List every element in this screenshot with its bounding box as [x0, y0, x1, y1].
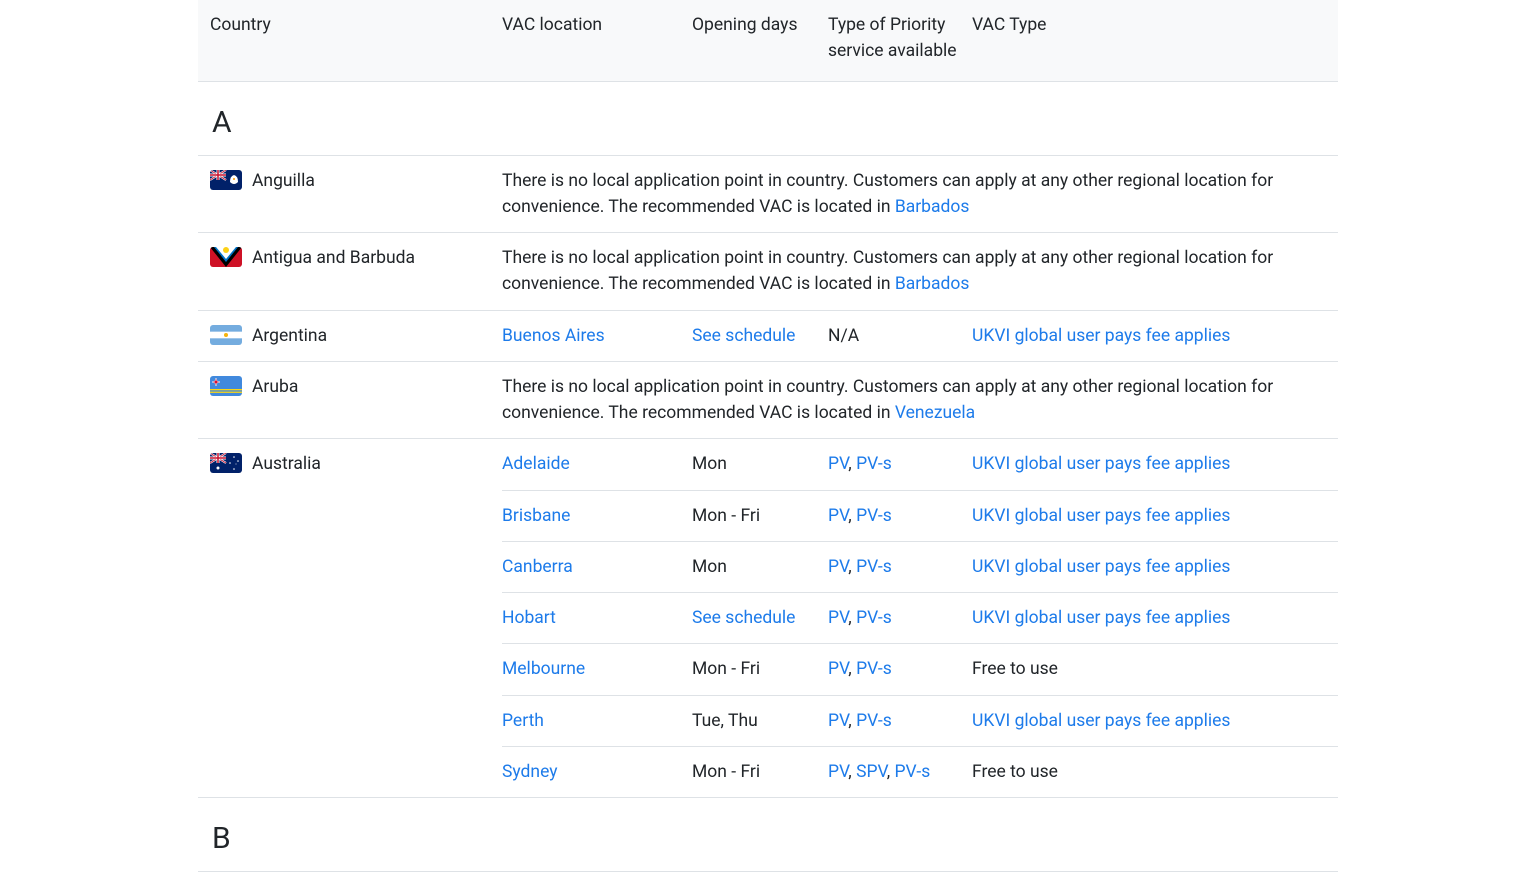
vac-type-link[interactable]: UKVI global user pays fee applies — [972, 711, 1230, 731]
row-message: There is no local application point in c… — [502, 245, 1338, 298]
opening-days: Mon - Fri — [692, 506, 760, 526]
separator: , — [848, 454, 856, 474]
priority-link[interactable]: PV — [828, 454, 848, 474]
separator: , — [887, 762, 895, 782]
vac-table-container: Country VAC location Opening days Type o… — [188, 0, 1348, 872]
vac-location-link[interactable]: Perth — [502, 711, 544, 731]
flag-argentina-icon — [210, 325, 242, 345]
vac-type-text: Free to use — [972, 659, 1058, 679]
column-header-type: VAC Type — [972, 12, 1338, 65]
separator: , — [848, 711, 856, 731]
priority-link[interactable]: PV — [828, 608, 848, 628]
row-message: There is no local application point in c… — [502, 168, 1338, 221]
column-header-days: Opening days — [692, 12, 828, 65]
row-message: There is no local application point in c… — [502, 374, 1338, 427]
location-row: Melbourne Mon - Fri PV, PV-s Free to use — [502, 644, 1338, 695]
no-local-text: There is no local application point in c… — [502, 248, 1273, 294]
location-row: Adelaide Mon PV, PV-s UKVI global user p… — [502, 451, 1338, 490]
priority-link[interactable]: PV-s — [895, 762, 931, 782]
priority-link[interactable]: PV — [828, 762, 848, 782]
country-cell: Argentina — [198, 323, 502, 349]
vac-location-link[interactable]: Buenos Aires — [502, 326, 605, 346]
column-header-country: Country — [198, 12, 502, 65]
sub-rows: Adelaide Mon PV, PV-s UKVI global user p… — [502, 451, 1338, 785]
opening-days: Mon — [692, 454, 727, 474]
column-header-location: VAC location — [502, 12, 692, 65]
separator: , — [848, 659, 856, 679]
recommended-vac-link[interactable]: Venezuela — [895, 403, 975, 423]
vac-location-link[interactable]: Canberra — [502, 557, 573, 577]
flag-aruba-icon — [210, 376, 242, 396]
vac-location-link[interactable]: Hobart — [502, 608, 556, 628]
location-row: Perth Tue, Thu PV, PV-s UKVI global user… — [502, 696, 1338, 747]
priority-link[interactable]: PV — [828, 659, 848, 679]
location-row: Buenos Aires See schedule N/A UKVI globa… — [502, 323, 1338, 349]
priority-link[interactable]: PV — [828, 557, 848, 577]
no-local-text: There is no local application point in c… — [502, 377, 1273, 423]
schedule-link[interactable]: See schedule — [692, 608, 795, 628]
country-cell: Aruba — [198, 374, 502, 400]
country-cell: Anguilla — [198, 168, 502, 194]
vac-type-link[interactable]: UKVI global user pays fee applies — [972, 454, 1230, 474]
priority-text: N/A — [828, 326, 859, 346]
sub-rows: Buenos Aires See schedule N/A UKVI globa… — [502, 323, 1338, 349]
table-row: Australia Adelaide Mon PV, PV-s UKVI glo… — [198, 439, 1338, 798]
country-name: Argentina — [252, 323, 327, 349]
country-name: Antigua and Barbuda — [252, 245, 415, 271]
priority-link[interactable]: SPV — [856, 762, 887, 782]
opening-days: Mon - Fri — [692, 762, 760, 782]
table-row: Antigua and Barbuda There is no local ap… — [198, 233, 1338, 311]
country-name: Aruba — [252, 374, 298, 400]
vac-type-link[interactable]: UKVI global user pays fee applies — [972, 506, 1230, 526]
location-row: Sydney Mon - Fri PV, SPV, PV-s Free to u… — [502, 747, 1338, 785]
country-cell: Australia — [198, 451, 502, 785]
vac-location-link[interactable]: Melbourne — [502, 659, 585, 679]
vac-type-link[interactable]: UKVI global user pays fee applies — [972, 557, 1230, 577]
priority-link[interactable]: PV-s — [856, 557, 892, 577]
vac-location-link[interactable]: Sydney — [502, 762, 558, 782]
flag-antigua-icon — [210, 247, 242, 267]
separator: , — [848, 608, 856, 628]
recommended-vac-link[interactable]: Barbados — [895, 197, 970, 217]
table-row: Argentina Buenos Aires See schedule N/A … — [198, 311, 1338, 362]
country-name: Anguilla — [252, 168, 315, 194]
opening-days: Mon - Fri — [692, 659, 760, 679]
priority-link[interactable]: PV-s — [856, 659, 892, 679]
location-row: Brisbane Mon - Fri PV, PV-s UKVI global … — [502, 491, 1338, 542]
opening-days: Tue, Thu — [692, 711, 758, 731]
schedule-link[interactable]: See schedule — [692, 326, 795, 346]
priority-link[interactable]: PV — [828, 711, 848, 731]
vac-location-link[interactable]: Adelaide — [502, 454, 570, 474]
vac-type-link[interactable]: UKVI global user pays fee applies — [972, 608, 1230, 628]
vac-type-text: Free to use — [972, 762, 1058, 782]
flag-anguilla-icon — [210, 170, 242, 190]
table-header-row: Country VAC location Opening days Type o… — [198, 0, 1338, 82]
separator: , — [848, 557, 856, 577]
section-letter-b: B — [198, 798, 1338, 872]
separator: , — [848, 506, 856, 526]
table-row: Aruba There is no local application poin… — [198, 362, 1338, 440]
opening-days: Mon — [692, 557, 727, 577]
priority-link[interactable]: PV-s — [856, 711, 892, 731]
vac-location-link[interactable]: Brisbane — [502, 506, 570, 526]
priority-link[interactable]: PV — [828, 506, 848, 526]
vac-type-link[interactable]: UKVI global user pays fee applies — [972, 326, 1230, 346]
recommended-vac-link[interactable]: Barbados — [895, 274, 970, 294]
priority-link[interactable]: PV-s — [856, 608, 892, 628]
section-letter-a: A — [198, 82, 1338, 156]
table-row: Anguilla There is no local application p… — [198, 156, 1338, 234]
separator: , — [848, 762, 856, 782]
country-name: Australia — [252, 451, 321, 477]
no-local-text: There is no local application point in c… — [502, 171, 1273, 217]
location-row: Canberra Mon PV, PV-s UKVI global user p… — [502, 542, 1338, 593]
flag-australia-icon — [210, 453, 242, 473]
priority-link[interactable]: PV-s — [856, 506, 892, 526]
country-cell: Antigua and Barbuda — [198, 245, 502, 271]
location-row: Hobart See schedule PV, PV-s UKVI global… — [502, 593, 1338, 644]
column-header-priority: Type of Priority service available — [828, 12, 972, 65]
priority-link[interactable]: PV-s — [856, 454, 892, 474]
